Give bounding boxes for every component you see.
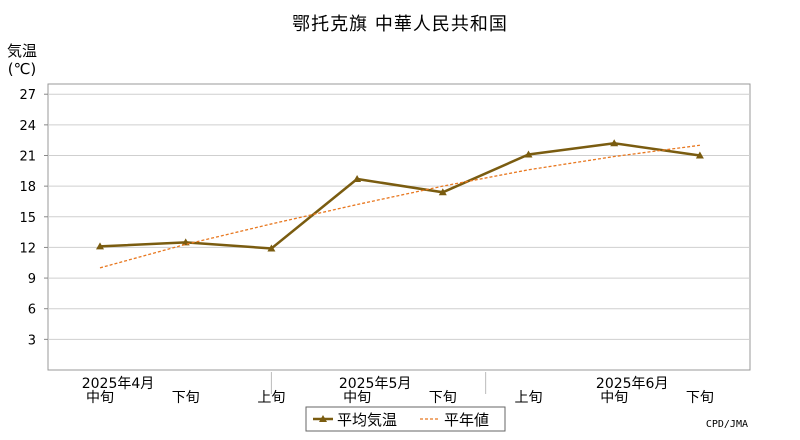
credit-text: CPD/JMA [705, 419, 748, 430]
data-point-marker [353, 174, 362, 182]
x-tick-label: 下旬 [172, 390, 200, 406]
x-tick-label: 中旬 [343, 390, 371, 406]
legend-label-normal: 平年値 [444, 411, 489, 429]
x-tick-label: 下旬 [429, 390, 457, 406]
series-line-mean-temp [99, 141, 701, 250]
data-point-marker [695, 151, 704, 159]
y-tick-label: 3 [28, 333, 36, 348]
x-tick-label: 上旬 [257, 390, 285, 406]
x-tick-label: 中旬 [600, 390, 628, 406]
legend-marker-mean-temp [319, 415, 327, 422]
y-tick-label: 24 [19, 119, 36, 134]
plot-area [47, 83, 751, 371]
legend-label-mean-temp: 平均気温 [337, 411, 397, 429]
series-line-normal [99, 144, 700, 269]
data-point-marker [267, 244, 276, 252]
y-axis-unit: (℃) [7, 60, 37, 78]
y-axis-label: 気温 (℃) [0, 42, 44, 78]
y-tick-label: 18 [19, 180, 36, 195]
chart-title: 鄂托克旗 中華人民共和国 [292, 14, 508, 35]
x-tick-label: 中旬 [86, 390, 114, 406]
x-tick-label: 下旬 [686, 390, 714, 406]
y-tick-label: 12 [19, 241, 36, 256]
y-tick-label: 27 [19, 88, 36, 103]
month-label: 2025年4月 [82, 376, 155, 392]
month-label: 2025年5月 [339, 376, 412, 392]
legend-box [305, 406, 506, 432]
x-tick-label: 上旬 [515, 390, 543, 406]
data-point-marker [610, 139, 619, 147]
y-tick-label: 6 [28, 303, 36, 318]
y-tick-label: 15 [19, 211, 36, 226]
data-point-marker [524, 150, 533, 158]
y-tick-label: 9 [28, 272, 36, 287]
data-point-marker [96, 242, 104, 250]
y-tick-label: 21 [19, 150, 36, 165]
data-point-marker [438, 188, 447, 196]
y-axis-title: 気温 [6, 42, 37, 60]
month-label: 2025年6月 [596, 376, 669, 392]
